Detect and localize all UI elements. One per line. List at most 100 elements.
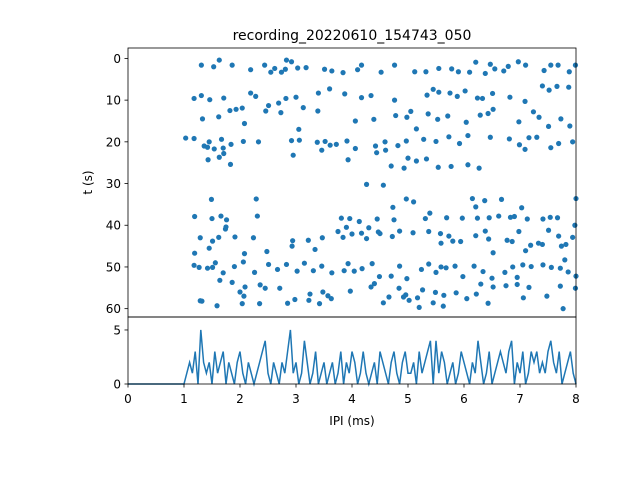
scatter-point (296, 137, 302, 143)
x-tick-label: 0 (124, 392, 132, 406)
scatter-point (397, 263, 403, 269)
scatter-point (522, 98, 528, 104)
scatter-point (233, 106, 239, 112)
scatter-point (548, 264, 554, 270)
scatter-point (198, 62, 204, 68)
scatter-point (293, 94, 299, 100)
scatter-point (371, 281, 377, 287)
scatter-point (502, 269, 508, 275)
scatter-point (455, 69, 461, 75)
scatter-point (303, 65, 309, 71)
scatter-point (558, 243, 565, 249)
scatter-point (422, 215, 428, 222)
scatter-point (321, 66, 328, 72)
scatter-point (388, 163, 394, 169)
x-tick-label: 4 (348, 392, 356, 406)
scatter-point (314, 139, 320, 145)
scatter-point (446, 134, 452, 140)
scatter-point (558, 116, 564, 122)
scatter-point (403, 138, 409, 144)
scatter-point (419, 287, 426, 293)
scatter-point (400, 294, 407, 300)
scatter-point (547, 214, 553, 220)
scatter-point (345, 157, 351, 163)
scatter-point (396, 285, 402, 291)
scatter-point (534, 134, 540, 140)
scatter-point (426, 261, 432, 267)
scatter-point (480, 268, 486, 275)
scatter-point (218, 136, 225, 142)
scatter-point (570, 139, 576, 145)
scatter-point (504, 237, 510, 243)
scatter-point (393, 112, 399, 119)
scatter-point (487, 61, 493, 67)
scatter-point (477, 112, 483, 118)
scatter-point (469, 195, 475, 202)
scatter-point (539, 83, 546, 89)
scatter-point (272, 65, 278, 72)
scatter-point (405, 155, 411, 161)
scatter-point (572, 62, 579, 68)
scatter-point (572, 222, 578, 228)
scatter-point (424, 92, 430, 98)
scatter-point (296, 126, 302, 132)
scatter-point (278, 69, 285, 75)
scatter-point (570, 234, 576, 240)
scatter-point (211, 64, 217, 70)
scatter-point (489, 275, 495, 281)
scatter-point (319, 263, 325, 269)
scatter-point (473, 59, 479, 65)
scatter-point (440, 303, 446, 309)
scatter-point (458, 238, 464, 245)
scatter-point (520, 295, 526, 301)
scatter-point (545, 227, 552, 233)
x-tick-label: 6 (460, 392, 468, 406)
scatter-point (221, 95, 227, 101)
scatter-point (352, 118, 358, 124)
scatter-point (382, 139, 388, 145)
scatter-point (473, 291, 479, 297)
ipi-histogram-line (128, 329, 577, 387)
scatter-point (411, 199, 417, 205)
scatter-point (264, 248, 270, 255)
scatter-point (343, 224, 349, 230)
scatter-point (372, 143, 379, 149)
scatter-point (413, 126, 419, 132)
scatter-point (519, 205, 525, 211)
scatter-axes-frame (127, 47, 577, 318)
scatter-point (265, 261, 272, 268)
scatter-point (441, 292, 447, 298)
scatter-point (557, 265, 563, 271)
y-tick-label: 20 (106, 135, 121, 149)
scatter-point (349, 231, 355, 237)
scatter-point (478, 281, 484, 287)
scatter-point (352, 145, 358, 152)
scatter-point (358, 230, 365, 236)
scatter-point (545, 123, 552, 130)
scatter-point (471, 263, 477, 269)
scatter-point (325, 293, 331, 299)
scatter-point (329, 270, 335, 276)
scatter-point (301, 260, 307, 266)
scatter-point (371, 116, 377, 122)
scatter-point (183, 135, 189, 141)
y-axis-label: t (s) (81, 170, 95, 194)
scatter-point (432, 289, 439, 295)
scatter-point (265, 102, 272, 109)
scatter-point (216, 234, 222, 240)
scatter-point (232, 234, 238, 240)
scatter-point (191, 262, 197, 268)
scatter-point (506, 136, 512, 142)
scatter-point (503, 283, 509, 289)
scatter-point (342, 91, 348, 97)
scatter-point (401, 165, 407, 171)
scatter-point (376, 273, 383, 280)
scatter-point (208, 196, 215, 202)
scatter-point (505, 63, 511, 69)
scatter-point (307, 291, 313, 297)
scatter-point (473, 233, 479, 239)
scatter-point (414, 295, 421, 301)
scatter-point (572, 285, 579, 291)
scatter-point (310, 268, 316, 274)
scatter-point (540, 216, 546, 222)
